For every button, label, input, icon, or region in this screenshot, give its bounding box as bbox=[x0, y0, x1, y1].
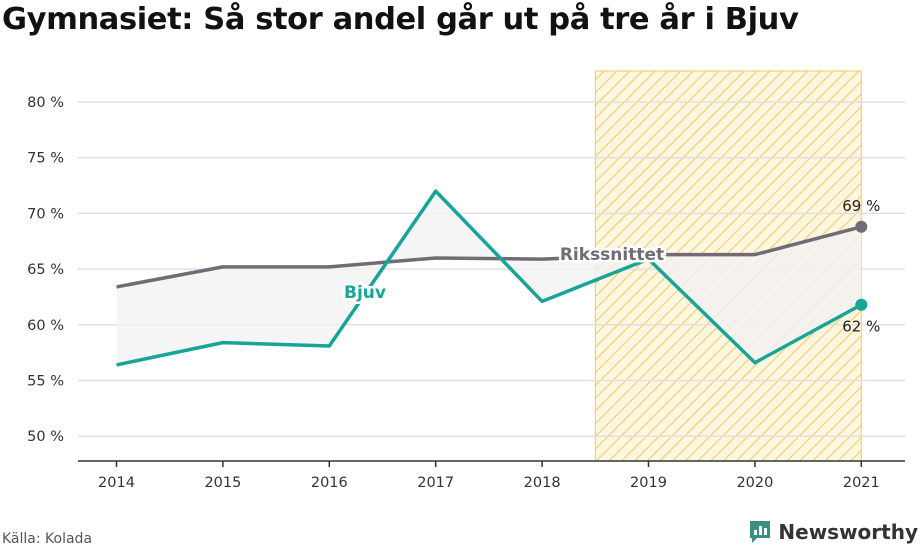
x-tick-label: 2021 bbox=[843, 475, 880, 491]
end-point-rikssnittet bbox=[855, 220, 868, 233]
y-tick-label: 70 % bbox=[27, 206, 64, 222]
x-tick-label: 2016 bbox=[311, 475, 348, 491]
y-tick-label: 60 % bbox=[27, 318, 64, 334]
end-label-bjuv: 62 % bbox=[842, 318, 880, 336]
x-tick-label: 2014 bbox=[98, 475, 135, 491]
series-label-bjuv: Bjuv bbox=[344, 283, 386, 303]
chart-title: Gymnasiet: Så stor andel går ut på tre å… bbox=[2, 2, 799, 37]
x-tick-label: 2018 bbox=[524, 475, 561, 491]
brand-name: Newsworthy bbox=[778, 520, 918, 544]
gap-area bbox=[116, 191, 862, 365]
end-point-bjuv bbox=[855, 298, 868, 311]
y-tick-label: 65 % bbox=[27, 262, 64, 278]
source-note: Källa: Kolada bbox=[2, 531, 93, 547]
brand-logo: Newsworthy bbox=[748, 519, 918, 545]
series-line-bjuv bbox=[116, 189, 863, 367]
y-tick-label: 80 % bbox=[27, 95, 64, 111]
y-tick-label: 55 % bbox=[27, 374, 64, 390]
y-tick-label: 75 % bbox=[27, 151, 64, 167]
x-tick-label: 2017 bbox=[417, 475, 454, 491]
x-tick-label: 2015 bbox=[204, 475, 241, 491]
end-label-rikssnittet: 69 % bbox=[842, 197, 880, 215]
x-tick-label: 2019 bbox=[630, 475, 667, 491]
newsworthy-logo-icon bbox=[750, 521, 771, 543]
x-tick-label: 2020 bbox=[736, 475, 773, 491]
series-label-rikssnittet: Rikssnittet bbox=[560, 245, 664, 265]
series-line-rikssnittet bbox=[116, 225, 862, 289]
y-tick-label: 50 % bbox=[27, 429, 64, 445]
